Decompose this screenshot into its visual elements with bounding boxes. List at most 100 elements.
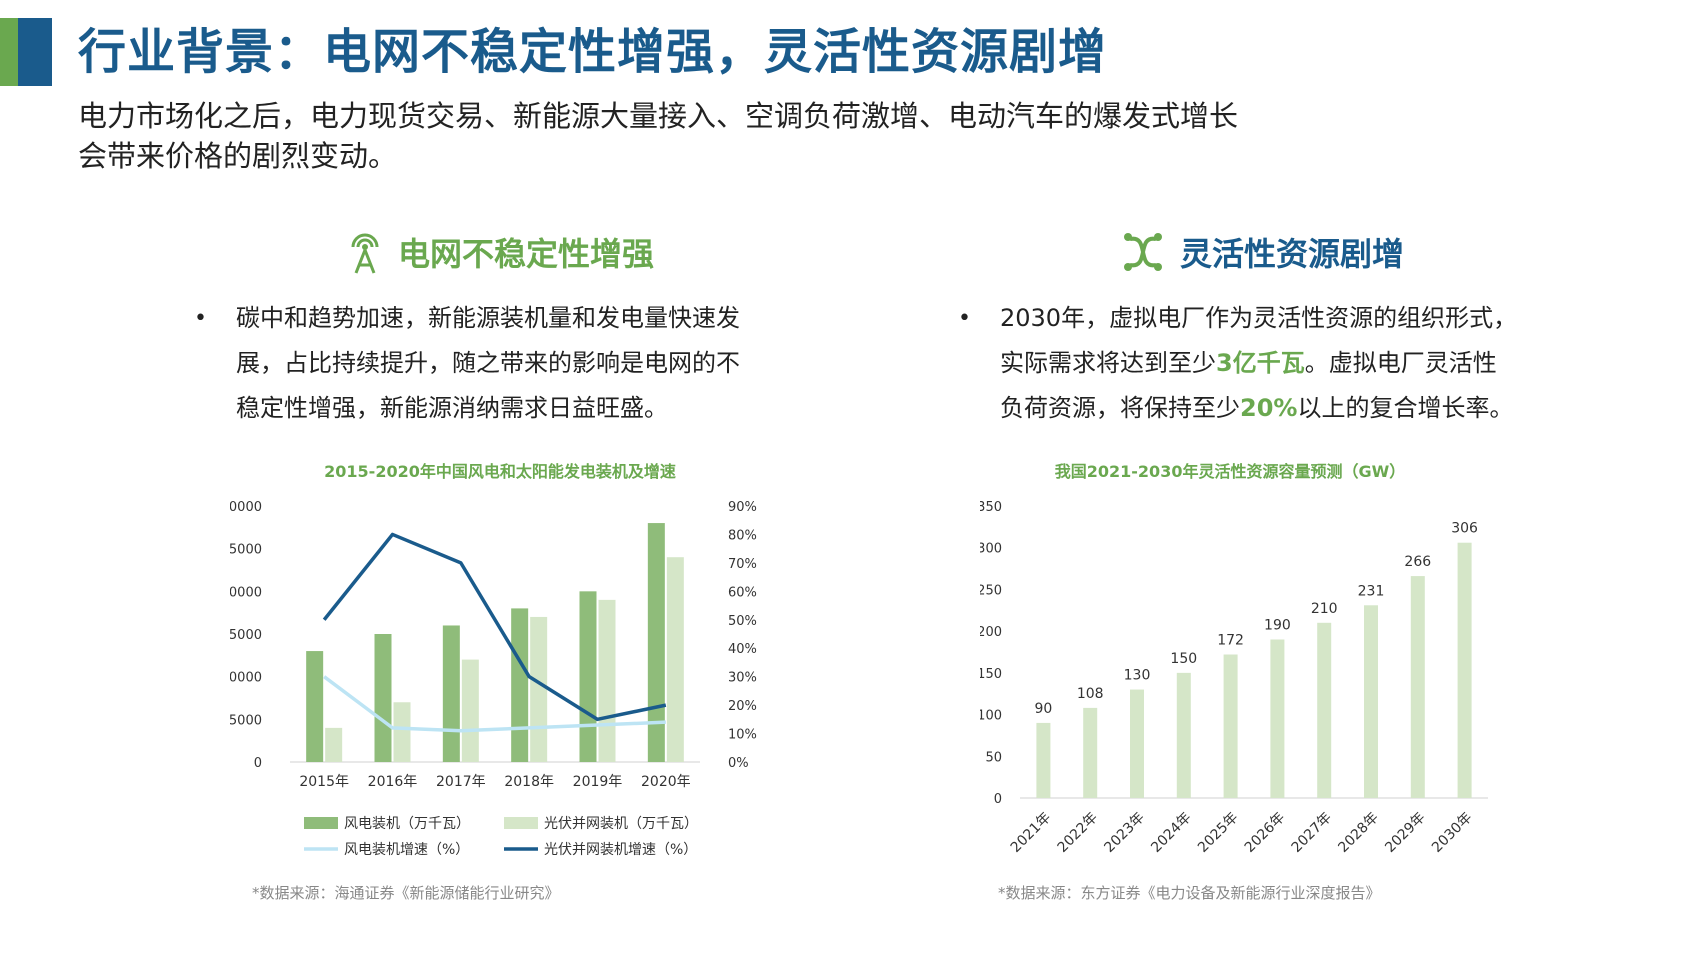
right-line3-pre: 负荷资源，将保持至少: [1000, 394, 1240, 422]
y-tick-label: 10000: [230, 671, 262, 686]
y2-tick-label: 90%: [728, 500, 757, 515]
x-tick-label: 2023年: [1101, 810, 1147, 856]
right-line3-post: 以上的复合增长率。: [1297, 394, 1514, 422]
right-bullet-line-3: 负荷资源，将保持至少20%以上的复合增长率。: [1000, 386, 1517, 431]
right-section-title: 灵活性资源剧增: [1180, 235, 1405, 273]
antenna-tower-icon: [346, 229, 384, 275]
legend-label: 风电装机增速（%）: [344, 842, 469, 858]
x-tick-label: 2017年: [436, 774, 486, 790]
y-tick-label: 350: [980, 500, 1002, 515]
y2-tick-label: 10%: [728, 728, 757, 743]
x-tick-label: 2021年: [1008, 810, 1054, 856]
title-accent-blue: [18, 18, 52, 86]
left-section-heading: 电网不稳定性增强: [346, 228, 654, 276]
y2-tick-label: 50%: [728, 614, 757, 629]
wind-bar: [579, 591, 597, 762]
subtitle-line-2: 会带来价格的剧烈变动。: [78, 139, 398, 173]
y-tick-label: 20000: [230, 585, 262, 600]
highlight-growth-rate: 20%: [1240, 394, 1298, 422]
x-tick-label: 2022年: [1055, 810, 1101, 856]
y2-tick-label: 70%: [728, 557, 757, 572]
forecast-bar: [1083, 707, 1098, 798]
left-bullet: • 碳中和趋势加速，新能源装机量和发电量快速发 展，占比持续提升，随之带来的影响…: [194, 296, 740, 431]
solar-bar: [598, 599, 616, 762]
wind-growth-line: [323, 675, 666, 733]
y2-tick-label: 20%: [728, 699, 757, 714]
solar-bar: [530, 616, 548, 762]
data-label: 108: [1077, 686, 1104, 702]
forecast-bar: [1130, 689, 1144, 798]
x-tick-label: 2024年: [1148, 810, 1194, 856]
solar-growth-line: [322, 532, 667, 722]
y2-tick-label: 40%: [728, 642, 757, 657]
title-accent-green: [0, 18, 18, 86]
wind-bar: [374, 634, 392, 762]
right-chart-title: 我国2021-2030年灵活性资源容量预测（GW）: [1054, 462, 1406, 481]
y-tick-label: 0: [994, 792, 1002, 807]
legend-label: 光伏并网装机增速（%）: [544, 842, 697, 858]
legend-swatch: [504, 817, 538, 829]
highlight-capacity: 3亿千瓦: [1216, 349, 1305, 377]
y2-tick-label: 0%: [728, 756, 749, 771]
wind-bar: [647, 523, 665, 762]
flex-resource-chart: 0 50 100 150 200 250 300 350 90 108 130 150 172 190 21…: [980, 500, 1488, 856]
forecast-bar: [1176, 672, 1191, 798]
wind-bar: [306, 651, 324, 762]
bullet-dot: •: [194, 306, 207, 331]
left-bullet-line: 碳中和趋势加速，新能源装机量和发电量快速发: [236, 304, 740, 332]
x-tick-label: 2029年: [1382, 810, 1428, 856]
left-bullet-line: 展，占比持续提升，随之带来的影响是电网的不: [236, 349, 740, 377]
right-line2-pre: 实际需求将达到至少: [1000, 349, 1216, 377]
solar-bar: [666, 557, 684, 762]
forecast-bar: [1270, 639, 1285, 798]
network-nodes-icon: [1120, 229, 1166, 275]
x-tick-label: 2030年: [1429, 810, 1475, 856]
wind-bar: [511, 608, 529, 762]
forecast-bar: [1410, 576, 1425, 798]
x-tick-label: 2028年: [1335, 810, 1381, 856]
data-label: 190: [1264, 617, 1291, 633]
wind-bar: [442, 625, 460, 762]
forecast-bar: [1457, 542, 1472, 798]
solar-bar: [461, 659, 479, 762]
x-tick-label: 2020年: [641, 774, 691, 790]
x-tick-label: 2019年: [573, 774, 623, 790]
x-tick-label: 2025年: [1195, 810, 1241, 856]
forecast-bar: [1317, 622, 1332, 798]
y-tick-label: 15000: [230, 628, 262, 643]
data-label: 266: [1404, 554, 1431, 570]
slide-title: 行业背景：电网不稳定性增强，灵活性资源剧增: [78, 24, 1108, 80]
wind-solar-chart: 0 5000 10000 15000 20000 25000 30000 0% 10% 20% 30…: [230, 500, 757, 858]
data-label: 150: [1170, 651, 1197, 667]
left-section-title: 电网不稳定性增强: [398, 235, 655, 273]
solar-bar: [393, 702, 411, 762]
bullet-dot: •: [958, 306, 971, 331]
y2-tick-label: 80%: [728, 528, 757, 543]
x-tick-label: 2016年: [368, 774, 418, 790]
y2-tick-label: 30%: [728, 671, 757, 686]
data-label: 306: [1451, 521, 1478, 537]
x-tick-label: 2015年: [299, 774, 349, 790]
right-bullet-line-1: 2030年，虚拟电厂作为灵活性资源的组织形式，: [1000, 304, 1518, 332]
y-tick-label: 150: [980, 667, 1002, 682]
y-tick-label: 100: [980, 709, 1002, 724]
legend-swatch: [304, 817, 338, 829]
x-tick-label: 2027年: [1289, 810, 1335, 856]
y-tick-label: 50: [985, 750, 1002, 765]
y-tick-label: 25000: [230, 543, 262, 558]
forecast-bar: [1036, 722, 1051, 798]
left-chart-title: 2015-2020年中国风电和太阳能发电装机及增速: [324, 462, 676, 481]
y-tick-label: 250: [980, 583, 1002, 598]
right-bullet-line-2: 实际需求将达到至少3亿千瓦。虚拟电厂灵活性: [1000, 341, 1517, 386]
data-label: 210: [1311, 601, 1338, 617]
data-label: 231: [1358, 583, 1385, 599]
data-label: 172: [1217, 633, 1244, 649]
forecast-bar: [1364, 605, 1378, 798]
left-bullet-line: 稳定性增强，新能源消纳需求日益旺盛。: [236, 394, 668, 422]
right-line2-post: 。虚拟电厂灵活性: [1304, 349, 1497, 377]
data-label: 130: [1124, 668, 1151, 684]
y-tick-label: 30000: [230, 500, 262, 515]
subtitle-line-1: 电力市场化之后，电力现货交易、新能源大量接入、空调负荷激增、电动汽车的爆发式增长: [78, 99, 1239, 133]
x-tick-label: 2026年: [1242, 810, 1288, 856]
right-source-note: *数据来源：东方证券《电力设备及新能源行业深度报告》: [998, 884, 1381, 902]
